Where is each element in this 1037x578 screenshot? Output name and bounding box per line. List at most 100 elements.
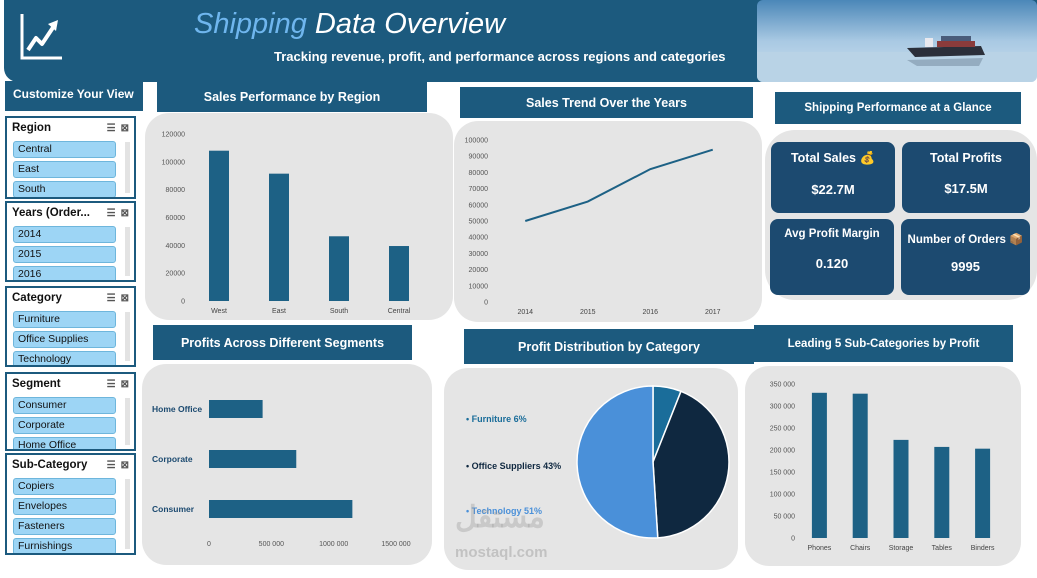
total-profits-card: Total Profits $17.5M — [902, 142, 1030, 213]
y-tick-label: 300 000 — [770, 404, 795, 411]
clear-filter-icon[interactable]: ⊠ — [120, 122, 129, 134]
y-tick-label: 20000 — [166, 271, 186, 278]
trend-chart-panel: 0 10000 20000 30000 40000 50000 60000 70000 8000… — [454, 121, 762, 322]
bar-central — [389, 246, 409, 301]
bar-tables — [934, 446, 950, 538]
pie-slice-technology — [576, 385, 659, 539]
bar-storage — [893, 439, 909, 538]
kpi-value: 0.120 — [815, 256, 849, 271]
slicer-item-furniture[interactable]: Furniture — [13, 311, 116, 328]
bar-south — [329, 236, 349, 301]
legend-office-suppliers: • Office Suppliers 43% — [466, 461, 562, 471]
y-tick-label: 60000 — [469, 202, 489, 209]
y-tick-label: 100000 — [162, 159, 185, 166]
slicer-scrollbar[interactable] — [125, 312, 130, 361]
slicer-item-copiers[interactable]: Copiers — [13, 478, 116, 495]
bar-consumer — [209, 500, 353, 518]
x-category-label: West — [211, 308, 227, 315]
y-tick-label: 200 000 — [770, 448, 795, 455]
slicer-item-consumer[interactable]: Consumer — [13, 397, 116, 414]
multi-select-icon[interactable]: ☰ — [106, 378, 116, 390]
page-subtitle: Tracking revenue, profit, and performanc… — [274, 49, 726, 64]
y-tick-label: 0 — [181, 299, 185, 306]
bar-east — [269, 173, 289, 301]
clear-filter-icon[interactable]: ⊠ — [120, 207, 129, 219]
kpi-value: $22.7M — [811, 182, 855, 197]
bar-phones — [811, 392, 827, 538]
x-category-label: South — [330, 308, 348, 315]
multi-select-icon[interactable]: ☰ — [106, 459, 116, 471]
pie-slice-office-suppliers — [652, 390, 730, 539]
y-tick-label: 60000 — [166, 215, 186, 222]
years-slicer[interactable]: Years (Order... ☰ ⊠ 2014 2015 2016 — [5, 201, 136, 282]
trend-section-title: Sales Trend Over the Years — [460, 87, 753, 118]
clear-filter-icon[interactable]: ⊠ — [120, 292, 129, 304]
slicer-item-technology[interactable]: Technology — [13, 351, 116, 365]
total-sales-card: Total Sales 💰 $22.7M — [771, 142, 895, 213]
slicer-item-corporate[interactable]: Corporate — [13, 417, 116, 434]
x-category-label: East — [272, 308, 286, 315]
bar-corporate — [209, 450, 297, 468]
trend-logo-icon — [10, 6, 70, 66]
slicer-item-central[interactable]: Central — [13, 141, 116, 158]
distribution-chart-panel — [444, 368, 738, 570]
x-category-label: Central — [388, 308, 411, 315]
slicer-item-2014[interactable]: 2014 — [13, 226, 116, 243]
category-slicer[interactable]: Category ☰ ⊠ Furniture Office Supplies Tec… — [5, 286, 136, 367]
x-category-label: Binders — [971, 545, 995, 552]
sub-category-slicer[interactable]: Sub-Category ☰ ⊠ Copiers Envelopes Fastene… — [5, 453, 136, 555]
kpi-label: Avg Profit Margin — [784, 228, 880, 240]
y-tick-label: 100000 — [465, 138, 488, 145]
subcat-chart-panel: 0 50 000 100 000 150 000 200 000 250 000 300 0… — [745, 366, 1021, 566]
slicer-item-furnishings[interactable]: Furnishings — [13, 538, 116, 553]
slicer-item-2015[interactable]: 2015 — [13, 246, 116, 263]
kpi-value: 9995 — [951, 259, 980, 274]
x-tick-label: 2016 — [642, 309, 658, 316]
slicer-item-home-office[interactable]: Home Office — [13, 437, 116, 449]
multi-select-icon[interactable]: ☰ — [106, 122, 116, 134]
kpi-label: Total Sales 💰 — [790, 151, 876, 165]
clear-filter-icon[interactable]: ⊠ — [120, 459, 129, 471]
slicer-item-office-supplies[interactable]: Office Supplies — [13, 331, 116, 348]
x-category-label: Storage — [889, 545, 914, 552]
slicer-item-2016[interactable]: 2016 — [13, 266, 116, 280]
y-tick-label: 100 000 — [770, 492, 795, 499]
segments-section-title: Profits Across Different Segments — [153, 325, 412, 360]
glance-section-title: Shipping Performance at a Glance — [775, 92, 1021, 124]
slicer-item-fasteners[interactable]: Fasteners — [13, 518, 116, 535]
avg-profit-margin-card: Avg Profit Margin 0.120 — [770, 219, 894, 295]
y-tick-label: 90000 — [469, 154, 489, 161]
slicer-scrollbar[interactable] — [125, 227, 130, 276]
legend-furniture: • Furniture 6% — [466, 414, 527, 424]
y-tick-label: 50 000 — [774, 514, 796, 521]
bar-chairs — [852, 393, 868, 538]
region-slicer[interactable]: Region ☰ ⊠ Central East South — [5, 116, 136, 199]
x-tick-label: 2015 — [580, 309, 596, 316]
x-tick-label: 2014 — [517, 309, 533, 316]
slicer-title: Region — [12, 122, 51, 134]
slicer-scrollbar[interactable] — [125, 479, 130, 549]
slicer-item-east[interactable]: East — [13, 161, 116, 178]
multi-select-icon[interactable]: ☰ — [106, 292, 116, 304]
slicer-item-envelopes[interactable]: Envelopes — [13, 498, 116, 515]
slicer-title: Years (Order... — [12, 207, 90, 219]
x-tick-label: 2017 — [705, 309, 721, 316]
subcat-section-title: Leading 5 Sub-Categories by Profit — [754, 325, 1013, 362]
y-tick-label: 0 — [791, 536, 795, 543]
y-tick-label: 70000 — [469, 186, 489, 193]
legend-technology: • Technology 51% — [466, 506, 543, 516]
trend-line-chart: 0 10000 20000 30000 40000 50000 60000 70000 8000… — [465, 138, 721, 317]
y-tick-label: 0 — [484, 300, 488, 307]
subcat-bar-chart: 0 50 000 100 000 150 000 200 000 250 000 300 0… — [770, 382, 995, 553]
x-tick-label: 500 000 — [259, 541, 284, 548]
slicer-item-south[interactable]: South — [13, 181, 116, 197]
clear-filter-icon[interactable]: ⊠ — [120, 378, 129, 390]
x-tick-label: 1000 000 — [319, 541, 348, 548]
segment-slicer[interactable]: Segment ☰ ⊠ Consumer Corporate Home Office — [5, 372, 136, 451]
multi-select-icon[interactable]: ☰ — [106, 207, 116, 219]
y-tick-label: 80000 — [166, 187, 186, 194]
slicer-scrollbar[interactable] — [125, 142, 130, 193]
region-bar-chart: 0 20000 40000 60000 80000 100000 120000 West Eas… — [162, 132, 411, 316]
y-tick-label: 120000 — [162, 132, 185, 139]
slicer-scrollbar[interactable] — [125, 398, 130, 445]
